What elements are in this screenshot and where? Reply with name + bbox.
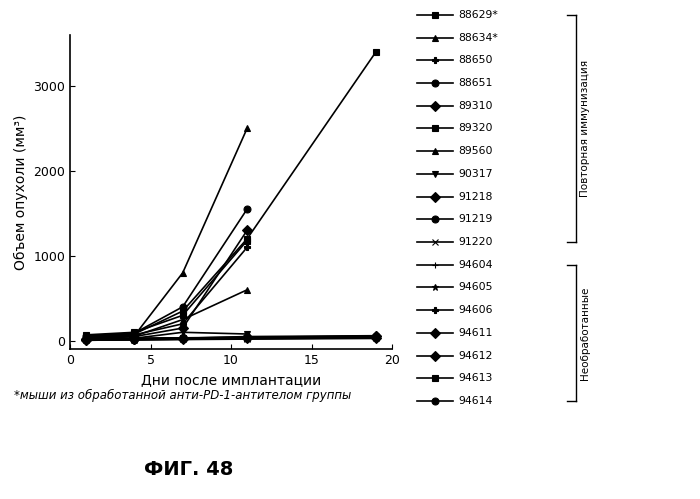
Text: 88651: 88651 [458,78,493,88]
Text: Необработанные: Необработанные [580,286,589,380]
Text: 94612: 94612 [458,350,493,361]
Text: 90317: 90317 [458,169,493,179]
Text: *мыши из обработанной анти-PD-1-антителом группы: *мыши из обработанной анти-PD-1-антитело… [14,389,351,402]
Text: 88629*: 88629* [458,10,498,20]
Y-axis label: Объем опухоли (мм³): Объем опухоли (мм³) [13,114,28,270]
Text: 89320: 89320 [458,123,493,134]
Text: 94605: 94605 [458,282,493,292]
Text: Повторная иммунизация: Повторная иммунизация [580,60,589,197]
Text: 91220: 91220 [458,237,493,247]
Text: 94614: 94614 [458,396,493,406]
Text: 88634*: 88634* [458,32,498,43]
Text: 94613: 94613 [458,373,493,383]
Text: 89560: 89560 [458,146,493,156]
Text: 89310: 89310 [458,101,493,111]
Text: 91218: 91218 [458,192,493,202]
X-axis label: Дни после имплантации: Дни после имплантации [141,373,321,387]
Text: 91219: 91219 [458,214,493,225]
Text: 94606: 94606 [458,305,493,315]
Text: 88650: 88650 [458,55,493,65]
Text: ФИГ. 48: ФИГ. 48 [144,460,234,479]
Text: 94611: 94611 [458,328,493,338]
Text: 94604: 94604 [458,259,493,270]
